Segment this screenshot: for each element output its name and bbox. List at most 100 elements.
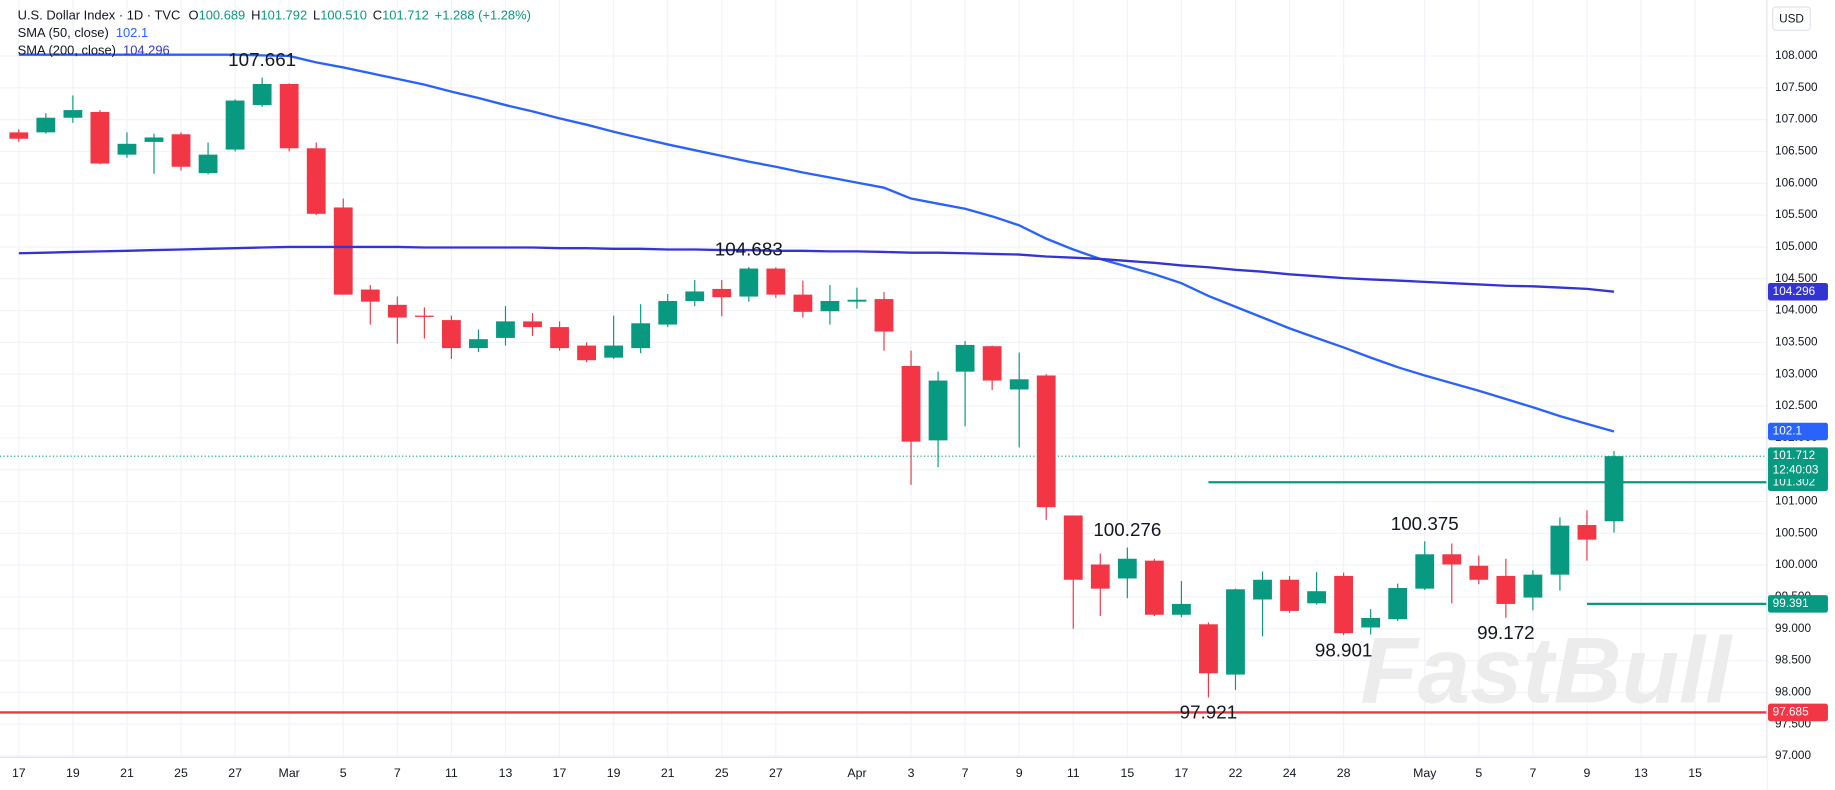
y-tick-label: 103.500 <box>1775 335 1818 348</box>
candle-body <box>955 344 975 372</box>
legend-series: SMA (50, close) 102.1 <box>18 25 149 40</box>
price-annotation: 104.683 <box>715 239 783 260</box>
x-tick-label: 13 <box>499 766 513 780</box>
currency-label[interactable]: USD <box>1779 12 1804 25</box>
x-tick-label: 21 <box>120 766 134 780</box>
legend-ohlc-key: H <box>251 8 260 23</box>
x-tick-label: 25 <box>174 766 188 780</box>
candle-body <box>1009 379 1029 390</box>
candle-body <box>279 84 299 149</box>
candle-body <box>306 148 326 214</box>
candle-body <box>117 143 137 155</box>
y-tick-label: 105.500 <box>1775 208 1818 221</box>
candle-body <box>1280 579 1299 611</box>
legend-ohlc-value: 100.510 <box>320 8 367 23</box>
candle-body <box>1253 579 1272 600</box>
x-tick-label: 13 <box>1634 766 1648 780</box>
y-tick-label: 104.000 <box>1775 304 1818 317</box>
x-tick-label: 24 <box>1283 766 1297 780</box>
level-price-tag: 97.685 <box>1773 706 1809 719</box>
candle-body <box>604 345 624 358</box>
x-tick-label: 17 <box>1175 766 1189 780</box>
y-tick-label: 108.000 <box>1775 49 1818 62</box>
candle-body <box>550 327 569 349</box>
sma-price-tag: 104.296 <box>1773 285 1815 298</box>
price-annotation: 99.172 <box>1477 622 1535 643</box>
y-tick-label: 107.500 <box>1775 81 1818 94</box>
x-tick-label: 27 <box>769 766 783 780</box>
candle-body <box>1550 525 1570 575</box>
x-tick-label: 15 <box>1688 766 1702 780</box>
candle-body <box>1604 456 1624 522</box>
y-tick-label: 101.000 <box>1775 495 1818 508</box>
candle-body <box>225 100 245 150</box>
candle-body <box>847 299 867 302</box>
candle-body <box>144 137 164 142</box>
y-tick-label: 98.500 <box>1775 654 1811 667</box>
candle-body <box>171 134 191 167</box>
candle-body <box>9 132 29 139</box>
candle-body <box>982 346 1002 381</box>
x-tick-label: 28 <box>1337 766 1351 780</box>
last-price-tag-bg <box>1767 447 1828 479</box>
candle-body <box>387 304 407 318</box>
sma-line <box>18 245 1615 293</box>
y-tick-label: 97.000 <box>1775 749 1811 762</box>
legend-series: SMA (200, close) 104.296 <box>18 43 170 58</box>
price-annotation: 100.375 <box>1391 513 1459 534</box>
y-tick-label: 102.500 <box>1775 399 1818 412</box>
candle-body <box>874 299 894 332</box>
candle-body <box>198 154 218 174</box>
candle-body <box>1442 554 1462 565</box>
candle-body <box>1117 558 1137 579</box>
x-tick-label: 5 <box>1475 766 1482 780</box>
x-tick-label: 5 <box>340 766 347 780</box>
legend-ohlc-value: 101.712 <box>382 8 429 23</box>
legend-title: U.S. Dollar Index · 1D · TVC <box>18 8 181 23</box>
y-tick-label: 107.000 <box>1775 113 1818 126</box>
candle-body <box>252 84 272 106</box>
candle-body <box>928 380 948 441</box>
x-tick-label: 11 <box>445 766 458 780</box>
x-tick-label: 17 <box>553 766 567 780</box>
y-tick-label: 103.000 <box>1775 367 1818 380</box>
legend-ohlc-value: 100.689 <box>199 8 246 23</box>
candle-body <box>658 301 678 325</box>
x-tick-label: 7 <box>394 766 401 780</box>
y-tick-label: 106.500 <box>1775 145 1818 158</box>
price-axis-bg <box>1766 0 1835 790</box>
legend-ohlc-key: C <box>373 8 382 23</box>
x-tick-label: 21 <box>661 766 675 780</box>
candle-body <box>1334 575 1354 634</box>
candle-body <box>1063 515 1083 580</box>
y-tick-label: 99.000 <box>1775 622 1811 635</box>
candle-body <box>1388 588 1408 620</box>
candle-body <box>333 207 353 295</box>
x-tick-label: 22 <box>1229 766 1243 780</box>
x-tick-label: 19 <box>66 766 80 780</box>
candle-body <box>360 289 380 302</box>
candle-body <box>1172 603 1191 615</box>
x-tick-label: 9 <box>1016 766 1023 780</box>
legend-ohlc-value: 101.792 <box>260 8 307 23</box>
x-tick-label: 15 <box>1120 766 1134 780</box>
legend-series-name: SMA (50, close) <box>18 25 109 40</box>
x-tick-label: 11 <box>1067 766 1080 780</box>
y-tick-label: 104.500 <box>1775 272 1818 285</box>
candle-body <box>766 268 786 295</box>
candle-body <box>63 110 83 118</box>
y-tick-label: 100.500 <box>1775 526 1818 539</box>
sma-price-tag-bg <box>1767 282 1828 301</box>
x-tick-label: Apr <box>847 766 866 780</box>
x-tick-label: 17 <box>12 766 26 780</box>
price-annotation: 97.921 <box>1180 702 1238 723</box>
candle-body <box>1577 525 1597 540</box>
candle-body <box>1036 375 1056 508</box>
last-price-tag: 101.712 <box>1773 449 1815 462</box>
x-tick-label: 25 <box>715 766 729 780</box>
price-annotation: 100.276 <box>1093 519 1161 540</box>
currency-box[interactable] <box>1772 6 1811 31</box>
last-price-tag-countdown: 12:40:03 <box>1773 463 1819 476</box>
